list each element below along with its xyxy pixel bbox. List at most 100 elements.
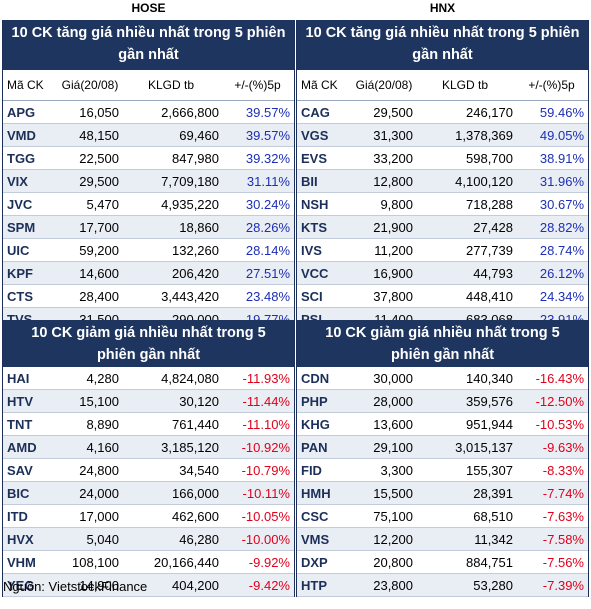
price-cell: 22,500: [79, 150, 119, 166]
hnx-gainers-rows: CAG 29,500 246,170 59.46% VGS 31,300 1,378,369…: [297, 101, 588, 331]
hnx-gainers-heading: 10 CK tăng giá nhiều nhất trong 5 phiên …: [297, 20, 588, 70]
table-row: BII 12,800 4,100,120 31.96%: [297, 170, 588, 193]
table-row: FID 3,300 155,307 -8.33%: [297, 459, 588, 482]
table-row: VMS 12,200 11,342 -7.58%: [297, 528, 588, 551]
change-cell: -9.42%: [248, 577, 290, 593]
stock-code: YEG: [7, 577, 35, 593]
stock-code: HTP: [301, 577, 327, 593]
change-cell: 28.82%: [539, 219, 584, 235]
hose-gainers-heading: 10 CK tăng giá nhiều nhất trong 5 phiên …: [3, 20, 294, 70]
price-cell: 12,800: [373, 173, 413, 189]
hose-losers-block: 10 CK giảm giá nhiều nhất trong 5 phiên …: [2, 320, 295, 597]
change-cell: -12.50%: [535, 393, 584, 409]
price-cell: 12,200: [373, 531, 413, 547]
table-row: CAG 29,500 246,170 59.46%: [297, 101, 588, 124]
price-cell: 30,000: [373, 370, 413, 386]
volume-cell: 53,280: [473, 577, 513, 593]
stock-code: DXP: [301, 554, 328, 570]
price-cell: 5,470: [86, 196, 119, 212]
price-cell: 17,700: [79, 219, 119, 235]
volume-cell: 884,751: [466, 554, 513, 570]
price-cell: 37,800: [373, 288, 413, 304]
change-cell: 39.32%: [245, 150, 290, 166]
hose-gainers-rows: APG 16,050 2,666,800 39.57% VMD 48,150 69,460 3…: [3, 101, 294, 331]
price-cell: 4,160: [86, 439, 119, 455]
volume-cell: 3,443,420: [161, 288, 219, 304]
stock-code: FID: [301, 462, 322, 478]
hose-column-header: Mã CK Giá(20/08) KLGD tb +/-(%)5p: [3, 70, 294, 101]
price-cell: 33,200: [373, 150, 413, 166]
stock-code: VGS: [301, 127, 329, 143]
volume-cell: 462,600: [172, 508, 219, 524]
change-cell: 27.51%: [245, 265, 290, 281]
change-cell: -10.79%: [241, 462, 290, 478]
price-cell: 14,600: [79, 265, 119, 281]
price-cell: 28,000: [373, 393, 413, 409]
stock-code: ITD: [7, 508, 28, 524]
price-cell: 20,800: [373, 554, 413, 570]
price-cell: 17,000: [79, 508, 119, 524]
hose-losers-rows: HAI 4,280 4,824,080 -11.93% HTV 15,100 30,120 -…: [3, 367, 294, 597]
stock-code: PHP: [301, 393, 328, 409]
volume-cell: 598,700: [466, 150, 513, 166]
table-row: PAN 29,100 3,015,137 -9.63%: [297, 436, 588, 459]
change-cell: 24.34%: [539, 288, 584, 304]
col-change: +/-(%)5p: [234, 78, 281, 92]
stock-code: JVC: [7, 196, 33, 212]
table-row: HAI 4,280 4,824,080 -11.93%: [3, 367, 294, 390]
stock-code: TNT: [7, 416, 33, 432]
price-cell: 24,800: [79, 462, 119, 478]
table-row: CSC 75,100 68,510 -7.63%: [297, 505, 588, 528]
volume-cell: 4,100,120: [455, 173, 513, 189]
stock-code: APG: [7, 104, 36, 120]
table-row: YEG 14,900 404,200 -9.42%: [3, 574, 294, 597]
table-row: KTS 21,900 27,428 28.82%: [297, 216, 588, 239]
change-cell: -7.58%: [542, 531, 584, 547]
change-cell: -10.00%: [241, 531, 290, 547]
stock-code: IVS: [301, 242, 322, 258]
table-row: ITD 17,000 462,600 -10.05%: [3, 505, 294, 528]
hnx-losers-heading: 10 CK giảm giá nhiều nhất trong 5 phiên …: [297, 320, 588, 367]
change-cell: -10.53%: [535, 416, 584, 432]
volume-cell: 4,935,220: [161, 196, 219, 212]
volume-cell: 448,410: [466, 288, 513, 304]
volume-cell: 30,120: [179, 393, 219, 409]
stock-code: KTS: [301, 219, 327, 235]
stock-code: SPM: [7, 219, 36, 235]
table-row: PHP 28,000 359,576 -12.50%: [297, 390, 588, 413]
change-cell: 49.05%: [539, 127, 584, 143]
volume-cell: 68,510: [473, 508, 513, 524]
price-cell: 29,100: [373, 439, 413, 455]
price-cell: 108,100: [72, 554, 119, 570]
price-cell: 28,400: [79, 288, 119, 304]
table-row: TGG 22,500 847,980 39.32%: [3, 147, 294, 170]
stock-code: SAV: [7, 462, 33, 478]
change-cell: -10.92%: [241, 439, 290, 455]
table-row: APG 16,050 2,666,800 39.57%: [3, 101, 294, 124]
stock-code: VIX: [7, 173, 28, 189]
col-volume: KLGD tb: [441, 78, 489, 92]
table-row: EVS 33,200 598,700 38.91%: [297, 147, 588, 170]
table-row: HVX 5,040 46,280 -10.00%: [3, 528, 294, 551]
price-cell: 5,040: [86, 531, 119, 547]
stock-code: SCI: [301, 288, 323, 304]
volume-cell: 44,793: [473, 265, 513, 281]
col-price: Giá(20/08): [355, 78, 413, 92]
volume-cell: 246,170: [466, 104, 513, 120]
volume-cell: 359,576: [466, 393, 513, 409]
change-cell: -11.93%: [242, 370, 290, 386]
change-cell: -7.39%: [542, 577, 584, 593]
table-row: VGS 31,300 1,378,369 49.05%: [297, 124, 588, 147]
stock-code: UIC: [7, 242, 30, 258]
price-cell: 15,100: [79, 393, 119, 409]
col-volume: KLGD tb: [147, 78, 195, 92]
change-cell: -10.11%: [242, 485, 290, 501]
change-cell: 30.67%: [539, 196, 584, 212]
hnx-losers-block: 10 CK giảm giá nhiều nhất trong 5 phiên …: [296, 320, 589, 597]
change-cell: 28.26%: [245, 219, 290, 235]
volume-cell: 206,420: [172, 265, 219, 281]
stock-code: VMS: [301, 531, 330, 547]
price-cell: 15,500: [373, 485, 413, 501]
volume-cell: 277,739: [466, 242, 513, 258]
price-cell: 31,300: [373, 127, 413, 143]
